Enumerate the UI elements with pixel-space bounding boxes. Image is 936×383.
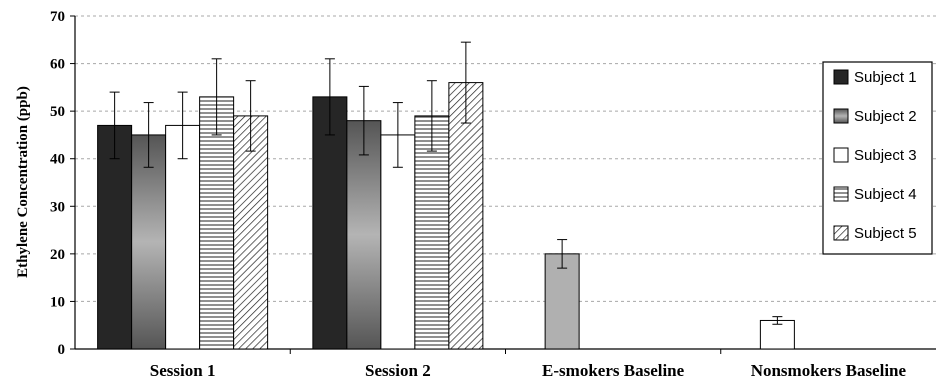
legend-label: Subject 3 [854, 147, 917, 164]
error-bars [109, 41, 783, 325]
bar-subject-4 [199, 96, 235, 350]
legend-swatch [833, 69, 849, 85]
y-tick-label: 50 [50, 104, 65, 120]
x-tick-label: Session 2 [365, 361, 431, 380]
x-tick-label: Session 1 [150, 361, 216, 380]
x-tick-label: Nonsmokers Baseline [751, 361, 907, 380]
bar-subject-1 [312, 96, 348, 350]
y-tick-label: 20 [50, 247, 65, 263]
y-tick-label: 70 [50, 9, 65, 25]
bar-subject-5 [448, 82, 484, 350]
y-tick-label: 40 [50, 152, 65, 168]
bar-subject-2 [131, 134, 167, 350]
axis-labels: 0 10 20 30 40 50 60 70 Session 1 Session 2 E-smoke… [50, 9, 907, 380]
legend: Subject 1 Subject 2 Subject 3 Subject 4 Subj… [822, 61, 933, 255]
y-tick-label: 60 [50, 57, 65, 73]
bar-subject-5 [233, 115, 269, 350]
y-tick-label: 10 [50, 294, 65, 310]
legend-swatch [833, 225, 849, 241]
y-tick-label: 30 [50, 199, 65, 215]
legend-swatch [833, 147, 849, 163]
y-tick-label: 0 [58, 342, 66, 358]
bar-subject-2 [346, 120, 382, 350]
bars [97, 82, 795, 350]
legend-label: Subject 2 [854, 108, 917, 125]
legend-label: Subject 5 [854, 225, 917, 242]
bar-baseline [759, 319, 795, 350]
bar-subject-3 [165, 124, 201, 350]
x-tick-label: E-smokers Baseline [542, 361, 685, 380]
legend-swatch [833, 108, 849, 124]
legend-label: Subject 4 [854, 186, 917, 203]
y-axis-title: Ethylene Concentration (ppb) [15, 86, 31, 278]
legend-label: Subject 1 [854, 69, 917, 86]
bar-subject-4 [414, 115, 450, 350]
legend-swatch [833, 186, 849, 202]
